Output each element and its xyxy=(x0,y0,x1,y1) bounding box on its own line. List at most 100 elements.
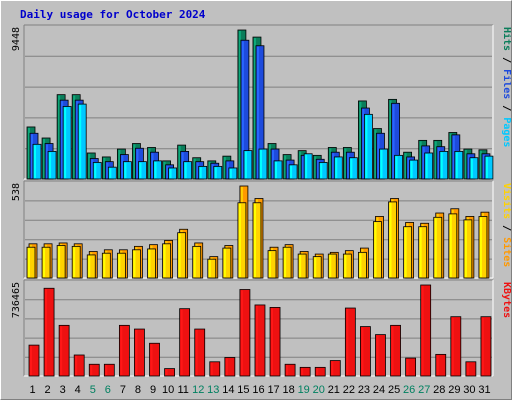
bar-sites-day-7 xyxy=(116,252,126,279)
bar-highlight xyxy=(314,156,317,178)
bar-pages-day-13 xyxy=(213,165,223,180)
bar-pages-day-15 xyxy=(243,150,253,180)
bar-highlight xyxy=(299,255,302,277)
bar-kbytes-day-6 xyxy=(103,363,115,377)
bar-kbytes-day-29 xyxy=(450,316,462,377)
bar-pages-day-7 xyxy=(122,161,132,180)
bar-pages-day-18 xyxy=(288,164,298,180)
day-label-3: 3 xyxy=(60,384,66,396)
bar-kbytes-day-2 xyxy=(43,287,55,377)
bar-pages-day-17 xyxy=(273,160,283,180)
day-label-10: 10 xyxy=(162,384,174,396)
legend-kbytes: KBytes xyxy=(501,282,511,318)
bar-highlight xyxy=(223,157,226,178)
bar-highlight xyxy=(395,156,398,178)
bar-highlight xyxy=(163,161,166,178)
day-label-23: 23 xyxy=(358,384,370,396)
bar-highlight xyxy=(391,326,394,375)
bar-kbytes-day-15 xyxy=(239,289,251,377)
bar-pages-day-9 xyxy=(153,160,162,180)
bar-highlight xyxy=(88,153,91,178)
bar-pages-day-24 xyxy=(379,148,388,180)
bar-highlight xyxy=(449,133,452,178)
bar-highlight xyxy=(46,144,49,178)
bar-highlight xyxy=(389,202,392,277)
bar-pages-day-16 xyxy=(258,148,268,180)
bar-kbytes-day-23 xyxy=(360,326,371,377)
bar-sites-day-14 xyxy=(222,247,232,279)
bar-highlight xyxy=(301,368,304,375)
bar-highlight xyxy=(377,134,380,178)
bar-pages-day-11 xyxy=(183,161,193,180)
bar-sites-day-22 xyxy=(342,253,352,279)
bar-pages-day-14 xyxy=(228,167,238,180)
legend-visits: Visits xyxy=(501,183,511,219)
bar-highlight xyxy=(163,244,166,277)
bar-kbytes-day-14 xyxy=(224,357,236,377)
day-label-8: 8 xyxy=(135,384,141,396)
bar-kbytes-day-13 xyxy=(209,361,221,377)
bar-highlight xyxy=(133,250,136,277)
bar-highlight xyxy=(467,154,470,178)
y-max-label: 9448 xyxy=(11,27,22,51)
bar-highlight xyxy=(229,168,232,178)
bar-highlight xyxy=(28,248,30,277)
bar-pages-day-3 xyxy=(62,106,72,180)
bar-sites-day-9 xyxy=(147,248,156,279)
bar-highlight xyxy=(181,152,184,178)
bar-highlight xyxy=(169,168,172,178)
bar-highlight xyxy=(329,148,332,178)
legend-files: Files xyxy=(501,69,511,99)
legend-pages: Pages xyxy=(501,117,511,147)
bar-highlight xyxy=(238,203,241,277)
day-label-24: 24 xyxy=(373,384,385,396)
bar-pages-day-23 xyxy=(364,113,373,180)
bar-highlight xyxy=(464,150,467,178)
bar-highlight xyxy=(45,289,48,375)
bar-pages-day-30 xyxy=(469,157,479,180)
bar-highlight xyxy=(346,309,349,375)
day-label-12: 12 xyxy=(192,384,204,396)
bar-highlight xyxy=(305,154,308,178)
bar-highlight xyxy=(374,222,377,277)
bar-kbytes-day-19 xyxy=(299,366,311,377)
bar-kbytes-day-8 xyxy=(134,328,145,377)
legend-hits: Hits xyxy=(501,27,511,51)
bar-highlight xyxy=(316,368,319,375)
day-label-2: 2 xyxy=(45,384,51,396)
bar-sites-day-5 xyxy=(86,254,96,279)
bar-highlight xyxy=(139,162,142,178)
bar-sites-day-26 xyxy=(403,226,413,279)
bar-highlight xyxy=(241,41,244,179)
day-label-7: 7 xyxy=(120,384,126,396)
bar-highlight xyxy=(184,162,187,178)
bar-sites-day-28 xyxy=(433,216,443,279)
bar-highlight xyxy=(58,95,61,178)
bar-highlight xyxy=(135,330,138,375)
bar-pages-day-8 xyxy=(138,161,147,180)
bar-highlight xyxy=(88,255,91,277)
bar-highlight xyxy=(253,203,256,277)
bar-highlight xyxy=(136,149,139,178)
bar-highlight xyxy=(79,105,82,178)
bar-highlight xyxy=(223,249,226,277)
day-label-5: 5 xyxy=(90,384,96,396)
bar-highlight xyxy=(286,365,289,375)
day-label-20: 20 xyxy=(313,384,325,396)
bar-pages-day-28 xyxy=(439,151,449,180)
bar-kbytes-day-16 xyxy=(254,304,266,377)
bar-highlight xyxy=(449,214,452,277)
bar-highlight xyxy=(350,158,353,178)
bar-highlight xyxy=(225,358,228,375)
bar-highlight xyxy=(361,327,364,375)
bar-highlight xyxy=(335,157,338,178)
bar-sites-day-16 xyxy=(252,202,262,279)
bar-kbytes-day-30 xyxy=(465,361,477,377)
bar-highlight xyxy=(151,153,154,178)
bar-highlight xyxy=(43,248,46,277)
bar-highlight xyxy=(121,155,124,178)
bar-highlight xyxy=(332,153,335,178)
bar-highlight xyxy=(422,146,425,178)
bar-highlight xyxy=(150,344,153,375)
